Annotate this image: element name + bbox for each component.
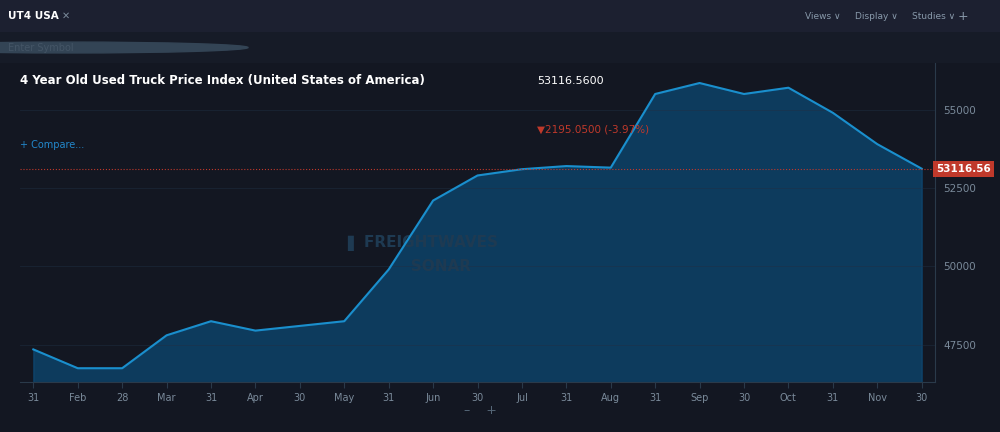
Text: Views ∨: Views ∨ <box>805 12 841 21</box>
Text: –    +: – + <box>464 404 496 417</box>
Text: + Compare...: + Compare... <box>20 140 84 150</box>
Circle shape <box>0 42 248 53</box>
Text: ▼2195.0500 (-3.97%): ▼2195.0500 (-3.97%) <box>537 125 649 135</box>
Text: Enter Symbol: Enter Symbol <box>8 42 74 53</box>
Text: +: + <box>958 10 969 23</box>
Text: ✕: ✕ <box>62 11 70 21</box>
Text: 53116.56: 53116.56 <box>936 164 991 174</box>
Text: ▌ FREIGHTWAVES
       SONAR: ▌ FREIGHTWAVES SONAR <box>347 235 498 273</box>
Text: Studies ∨: Studies ∨ <box>912 12 955 21</box>
Text: UT4 USA: UT4 USA <box>8 11 59 21</box>
Text: 4 Year Old Used Truck Price Index (United States of America): 4 Year Old Used Truck Price Index (Unite… <box>20 74 425 87</box>
Text: Display ∨: Display ∨ <box>855 12 898 21</box>
Text: 53116.5600: 53116.5600 <box>537 76 604 86</box>
